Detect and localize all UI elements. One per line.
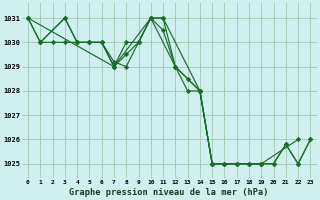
X-axis label: Graphe pression niveau de la mer (hPa): Graphe pression niveau de la mer (hPa) (69, 188, 269, 197)
